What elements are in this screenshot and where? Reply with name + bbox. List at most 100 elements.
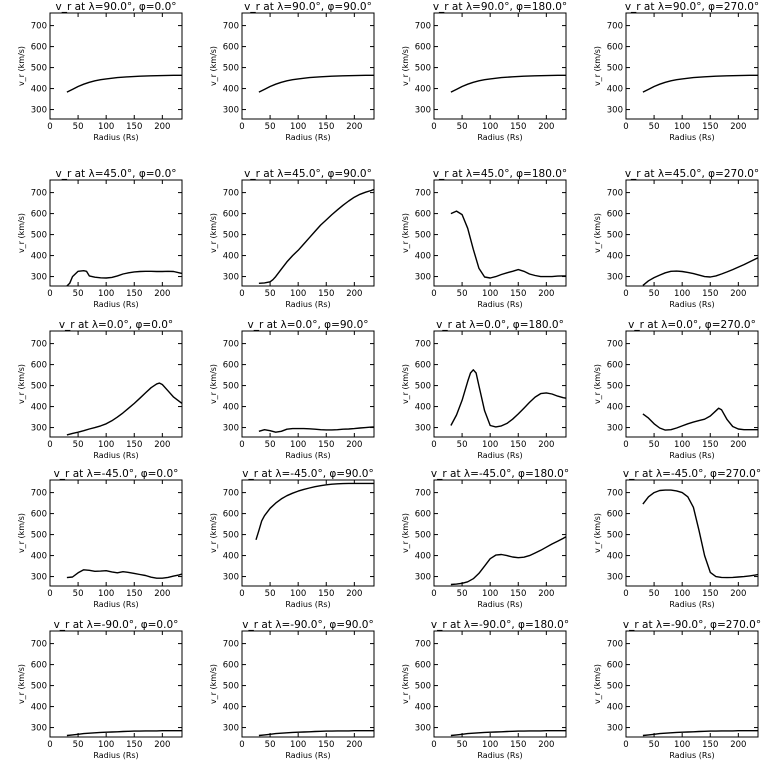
y-tick-label: 500 <box>607 682 623 692</box>
y-tick-label: 400 <box>31 85 47 95</box>
x-tick-label: 0 <box>47 589 52 599</box>
y-tick-label: 700 <box>415 340 431 350</box>
chart-panel-3-2: v_r at λ=0.0°, φ=90.0° 0 50 100 150 200 300 400… <box>209 319 375 460</box>
chart-title: v_r at λ=-90.0°, φ=0.0° <box>54 619 179 631</box>
chart-title: v_r at λ=-90.0°, φ=90.0° <box>242 619 373 631</box>
series-line <box>66 382 183 436</box>
plot-frame <box>433 179 567 287</box>
y-tick-label: 600 <box>223 661 239 671</box>
x-tick-label: 150 <box>702 122 718 132</box>
x-tick-label: 100 <box>290 589 306 599</box>
x-axis-label: Radius (Rs) <box>93 300 138 309</box>
y-tick-label: 600 <box>415 361 431 371</box>
chart-panel-3-4: v_r at λ=0.0°, φ=270.0° 0 50 100 150 200 300 40… <box>593 319 759 460</box>
x-tick-label: 150 <box>126 440 142 450</box>
y-tick-label: 300 <box>415 106 431 116</box>
y-tick-label: 700 <box>415 22 431 32</box>
y-tick-label: 400 <box>607 703 623 713</box>
y-tick-label: 700 <box>415 640 431 650</box>
plot-frame <box>241 330 375 438</box>
series-line <box>66 74 182 93</box>
x-tick-label: 150 <box>318 589 334 599</box>
y-axis-label: v_r (km/s) <box>593 46 602 86</box>
y-axis-label: v_r (km/s) <box>593 213 602 253</box>
y-axis-label: v_r (km/s) <box>209 364 218 404</box>
series-line <box>450 536 567 586</box>
y-tick-label: 700 <box>31 340 47 350</box>
x-tick-label: 200 <box>538 589 554 599</box>
x-axis-label: Radius (Rs) <box>477 300 522 309</box>
x-tick-label: 50 <box>457 122 468 132</box>
x-tick-label: 0 <box>431 740 436 750</box>
x-tick-label: 150 <box>126 740 142 750</box>
y-tick-label: 300 <box>31 573 47 583</box>
y-tick-label: 500 <box>607 382 623 392</box>
x-tick-label: 0 <box>47 440 52 450</box>
y-tick-label: 700 <box>31 489 47 499</box>
y-tick-label: 400 <box>31 703 47 713</box>
x-tick-label: 200 <box>730 589 746 599</box>
x-tick-label: 200 <box>346 289 362 299</box>
chart-title: v_r at λ=-90.0°, φ=270.0° <box>623 619 761 631</box>
x-tick-label: 150 <box>126 122 142 132</box>
plot-frame <box>49 12 183 120</box>
chart-panel-5-1: v_r at λ=-90.0°, φ=0.0° 0 50 100 150 200 300 40… <box>17 619 183 760</box>
y-tick-label: 700 <box>607 489 623 499</box>
chart-panel-2-1: v_r at λ=45.0°, φ=0.0° 0 50 100 150 200 300 400… <box>17 168 183 309</box>
x-axis-label: Radius (Rs) <box>669 133 714 142</box>
y-tick-label: 400 <box>607 403 623 413</box>
y-tick-label: 300 <box>607 273 623 283</box>
y-tick-label: 700 <box>223 489 239 499</box>
chart-panel-1-1: v_r at λ=90.0°, φ=0.0° 0 50 100 150 200 300 400… <box>17 1 183 142</box>
y-tick-label: 700 <box>31 22 47 32</box>
x-tick-label: 200 <box>730 122 746 132</box>
x-tick-label: 100 <box>98 289 114 299</box>
x-tick-label: 0 <box>239 289 244 299</box>
x-tick-label: 200 <box>154 289 170 299</box>
plot-frame <box>625 630 759 738</box>
x-axis-label: Radius (Rs) <box>669 300 714 309</box>
y-tick-label: 700 <box>223 22 239 32</box>
x-tick-label: 100 <box>98 740 114 750</box>
y-tick-label: 400 <box>31 552 47 562</box>
x-tick-label: 50 <box>649 740 660 750</box>
series-line <box>66 569 183 579</box>
x-axis-label: Radius (Rs) <box>285 300 330 309</box>
x-tick-label: 100 <box>674 740 690 750</box>
y-tick-label: 400 <box>415 552 431 562</box>
y-tick-label: 300 <box>31 273 47 283</box>
x-axis-label: Radius (Rs) <box>477 451 522 460</box>
y-tick-label: 400 <box>223 703 239 713</box>
y-tick-label: 300 <box>223 424 239 434</box>
series-line <box>642 489 759 579</box>
x-tick-label: 200 <box>154 589 170 599</box>
x-axis-label: Radius (Rs) <box>285 133 330 142</box>
y-tick-label: 600 <box>607 43 623 53</box>
x-tick-label: 0 <box>623 289 628 299</box>
x-tick-label: 50 <box>457 440 468 450</box>
y-tick-label: 700 <box>223 640 239 650</box>
y-tick-label: 600 <box>223 361 239 371</box>
x-tick-label: 50 <box>265 289 276 299</box>
x-tick-label: 100 <box>674 589 690 599</box>
x-tick-label: 150 <box>510 122 526 132</box>
x-axis-label: Radius (Rs) <box>669 451 714 460</box>
chart-title: v_r at λ=-90.0°, φ=180.0° <box>431 619 569 631</box>
y-tick-label: 400 <box>31 403 47 413</box>
chart-title: v_r at λ=0.0°, φ=0.0° <box>59 319 173 331</box>
y-tick-label: 500 <box>607 531 623 541</box>
chart-title: v_r at λ=-45.0°, φ=90.0° <box>242 468 373 480</box>
y-tick-label: 400 <box>607 552 623 562</box>
x-tick-label: 50 <box>649 589 660 599</box>
x-tick-label: 0 <box>431 440 436 450</box>
y-tick-label: 600 <box>31 510 47 520</box>
series-line <box>258 426 375 433</box>
x-axis-label: Radius (Rs) <box>93 751 138 760</box>
chart-title: v_r at λ=45.0°, φ=90.0° <box>244 168 372 180</box>
x-tick-label: 50 <box>265 740 276 750</box>
y-tick-label: 600 <box>607 361 623 371</box>
plot-frame <box>433 479 567 587</box>
y-axis-label: v_r (km/s) <box>17 513 26 553</box>
series-line <box>450 210 566 279</box>
series-line <box>66 730 182 737</box>
